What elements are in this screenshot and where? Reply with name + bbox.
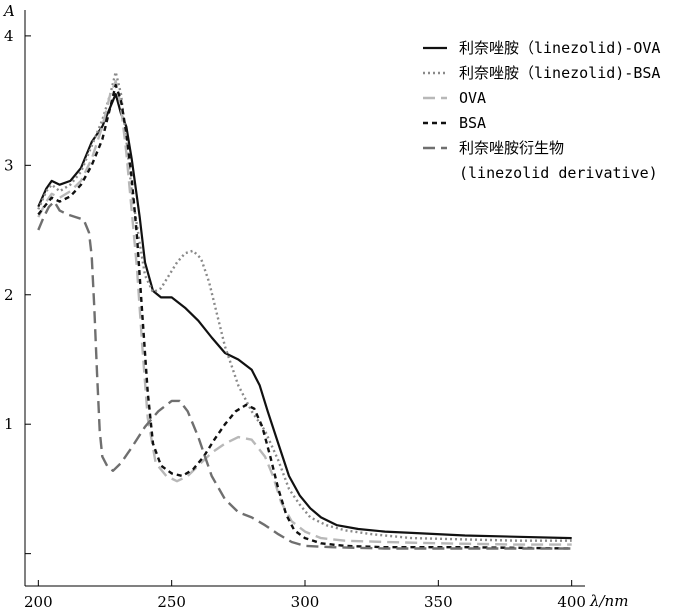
series-line-2	[37, 70, 572, 542]
series-line-1	[37, 93, 572, 540]
legend-label-5: 利奈唑胺衍生物	[459, 139, 564, 157]
y-tick-label: 1	[4, 415, 14, 433]
x-tick-label: 300	[291, 593, 320, 611]
x-tick-label: 200	[24, 593, 53, 611]
x-ticks: 200 250 300 350 400	[24, 580, 586, 611]
x-axis-label: λ/nm	[589, 592, 628, 610]
plot-area: 1 2 3 4 200 250 300 350 400 A λ/nm	[2, 2, 628, 611]
series-lines	[37, 70, 572, 550]
legend-label-5: (linezolid derivative)	[459, 164, 658, 182]
y-tick-label: 3	[4, 156, 14, 174]
legend-label-1: 利奈唑胺（linezolid)-OVA	[459, 39, 660, 57]
legend-label-2: 利奈唑胺（linezolid)-BSA	[459, 64, 660, 82]
legend-label-3: OVA	[459, 89, 486, 107]
series-line-3	[37, 80, 572, 546]
x-tick-label: 400	[557, 593, 586, 611]
y-tick-label: 4	[4, 27, 14, 45]
series-line-4	[37, 83, 572, 550]
x-tick-label: 250	[157, 593, 186, 611]
legend-label-4: BSA	[459, 114, 486, 132]
y-ticks: 1 2 3 4	[4, 27, 31, 555]
x-tick-label: 350	[424, 593, 453, 611]
y-axis-label: A	[2, 2, 15, 20]
series-line-5	[37, 200, 572, 550]
legend: 利奈唑胺（linezolid)-OVA 利奈唑胺（linezolid)-BSA OV…	[423, 39, 660, 182]
y-tick-label: 2	[4, 286, 14, 304]
